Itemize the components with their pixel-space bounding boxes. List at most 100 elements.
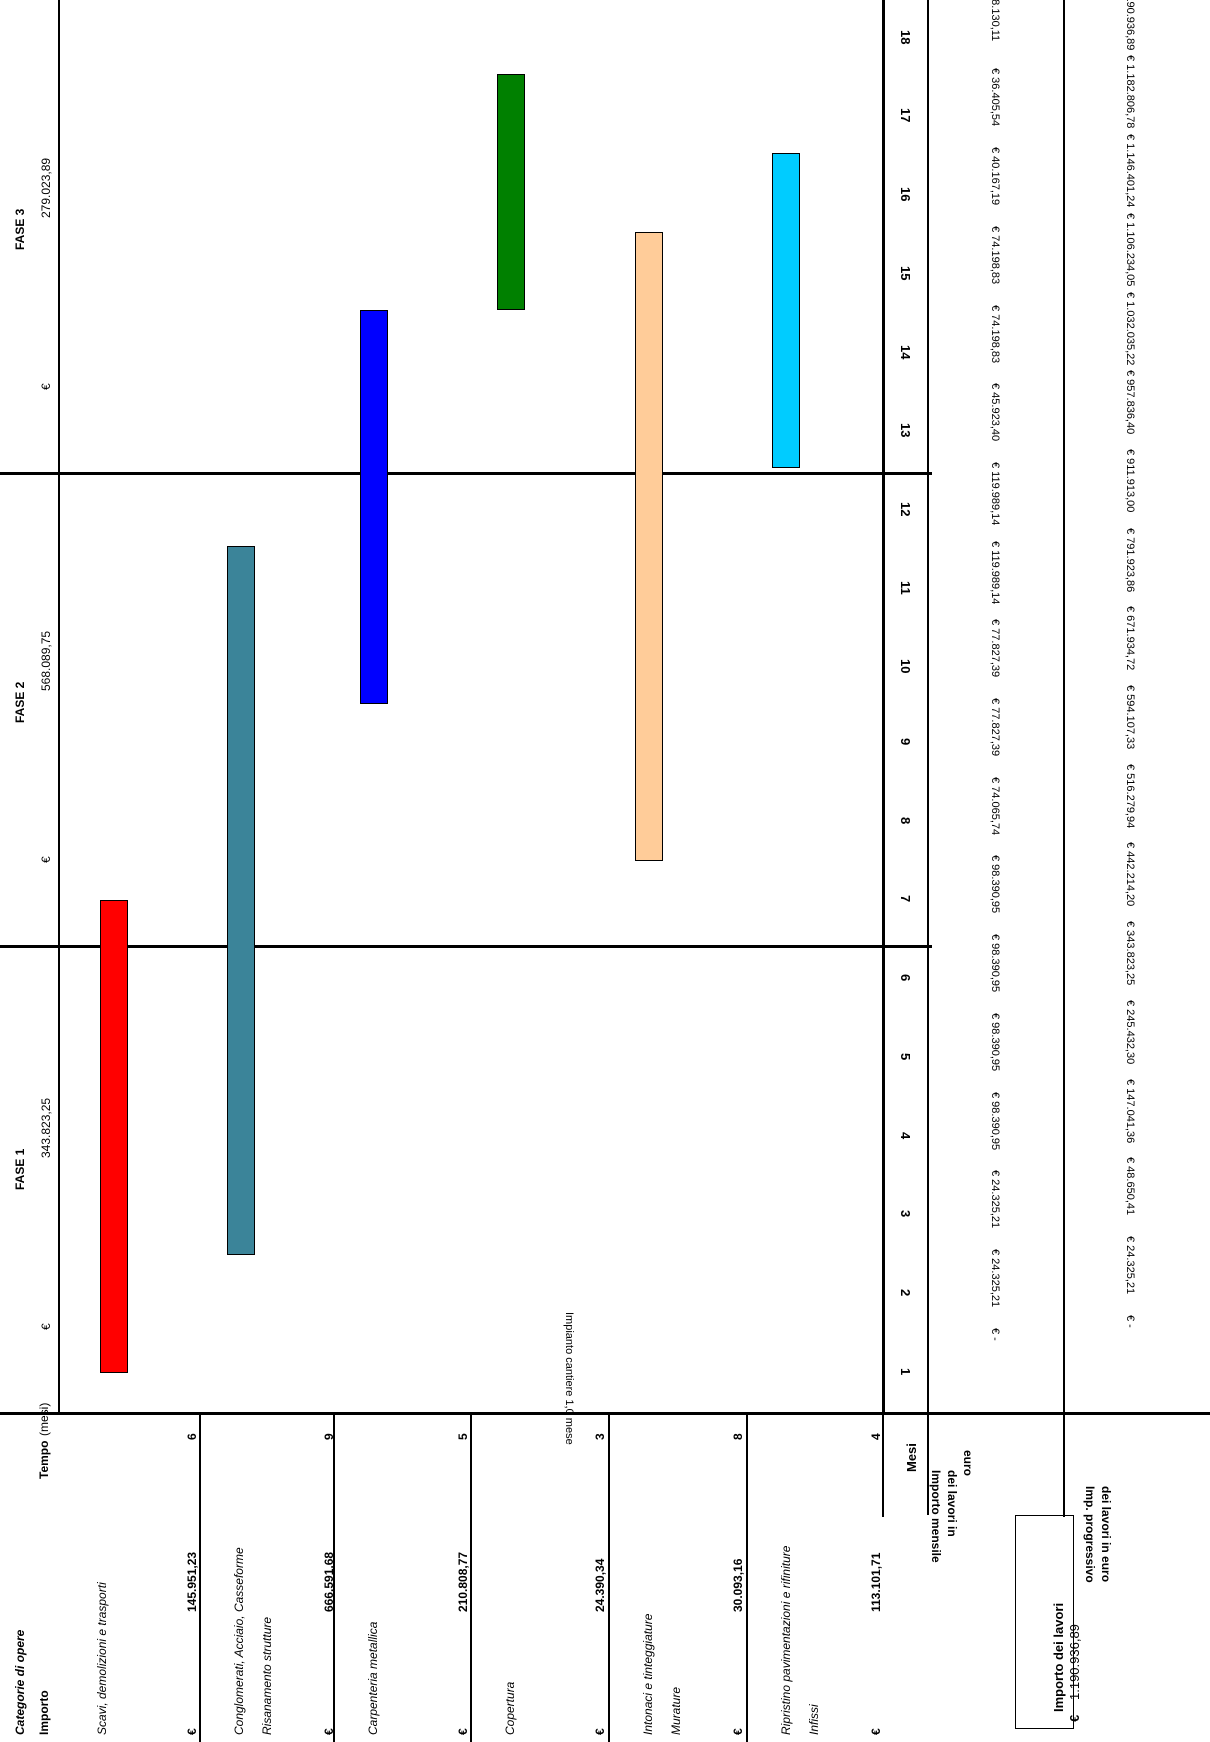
gantt-bar	[635, 231, 663, 862]
month-monthly-amount: € 74.198,83	[989, 225, 1001, 284]
month-number: 11	[898, 580, 913, 595]
month-monthly-amount: € 8.130,11	[989, 0, 1001, 41]
category-currency: €	[322, 1728, 336, 1735]
category-name: Conglomerati, Acciaio, Casseforme	[232, 1547, 246, 1735]
category-months: 4	[869, 1433, 883, 1440]
month-cumulative-amount: € 1.146.401,24	[1124, 134, 1136, 208]
phase-currency: €	[39, 856, 53, 863]
category-months: 9	[322, 1433, 336, 1440]
category-divider-4	[608, 1412, 610, 1742]
category-months: 8	[731, 1433, 745, 1440]
category-divider-5	[746, 1412, 748, 1742]
month-cumulative-amount: € 48.650,41	[1124, 1157, 1136, 1216]
category-sub: Infissi	[807, 1704, 821, 1735]
month-number: 16	[898, 187, 913, 202]
month-monthly-amount: € 77.827,39	[989, 619, 1001, 678]
category-sub: Risanamento strutture	[260, 1616, 274, 1735]
category-amount: 30.093,16	[731, 1558, 745, 1612]
month-monthly-amount: € -	[989, 1327, 1001, 1341]
category-currency: €	[185, 1728, 199, 1735]
month-monthly-amount: € 98.390,95	[989, 1012, 1001, 1071]
total-box-right	[1073, 1515, 1074, 1729]
month-cumulative-amount: € 24.325,21	[1124, 1235, 1136, 1295]
mensile-label-3: euro	[961, 1450, 975, 1477]
category-amount: 24.390,34	[593, 1558, 607, 1612]
month-cumulative-amount: € 671.934,72	[1124, 606, 1136, 671]
total-label: Importo dei lavori	[1051, 1602, 1066, 1712]
month-monthly-amount: € 74.065,74	[989, 776, 1001, 835]
category-months: 5	[456, 1433, 470, 1440]
total-currency: €	[1067, 1714, 1082, 1722]
category-amount: 666.591,68	[322, 1551, 336, 1612]
category-amount: 145.951,23	[185, 1551, 199, 1612]
grid-bottom-line	[0, 1412, 1210, 1415]
month-cumulative-amount: € 147.041,36	[1124, 1078, 1136, 1143]
mensile-column-border	[927, 0, 929, 1515]
phase-amount: 279.023,89	[39, 157, 53, 218]
gantt-bar	[497, 74, 525, 311]
header-categorie: Categorie di opere	[13, 1629, 27, 1735]
phase-currency: €	[39, 383, 53, 390]
month-number: 6	[898, 974, 913, 982]
month-monthly-amount: € 119.989,14	[989, 461, 1001, 526]
progressivo-label-1: Imp. progressivo	[1083, 1486, 1097, 1583]
mesi-label: Mesi	[904, 1443, 919, 1472]
month-number: 9	[898, 738, 913, 746]
category-currency: €	[731, 1728, 745, 1735]
month-cumulative-amount: € -	[1124, 1314, 1136, 1328]
total-box-top	[1015, 1515, 1073, 1516]
category-currency: €	[593, 1728, 607, 1735]
category-name: Intonaci e tinteggiature	[641, 1613, 655, 1735]
months-column-border	[882, 0, 885, 1412]
phase-label: FASE 2	[13, 681, 27, 723]
category-sub: Murature	[669, 1686, 683, 1735]
impianto-note: Impianto cantiere 1,0 mese	[563, 1312, 575, 1445]
progressivo-column-border	[1063, 0, 1065, 1412]
month-number: 1	[898, 1367, 913, 1375]
month-number: 15	[898, 265, 913, 281]
month-number: 3	[898, 1210, 913, 1218]
header-tempo: Tempo	[37, 1440, 51, 1479]
phase-label: FASE 1	[13, 1148, 27, 1190]
month-cumulative-amount: € 911.913,00	[1124, 448, 1136, 513]
month-monthly-amount: € 98.390,95	[989, 1091, 1001, 1150]
category-amount: 113.101,71	[869, 1552, 883, 1612]
month-cumulative-amount: € 442.214,20	[1124, 842, 1136, 907]
mesi-divider	[882, 1412, 884, 1517]
month-monthly-amount: € 98.390,95	[989, 855, 1001, 914]
month-number: 8	[898, 816, 913, 824]
month-monthly-amount: € 36.405,54	[989, 68, 1001, 127]
month-cumulative-amount: € 791.923,86	[1124, 527, 1136, 592]
month-cumulative-amount: € 1.182.806,78	[1124, 55, 1136, 129]
phase-divider-2	[0, 945, 932, 948]
gantt-left-border	[58, 0, 60, 1412]
category-divider-3	[470, 1412, 472, 1742]
mensile-label-1: Importo mensile	[929, 1470, 943, 1563]
month-number: 2	[898, 1288, 913, 1297]
phase-divider-3	[0, 472, 932, 475]
gantt-bar	[772, 152, 800, 468]
phase-currency: €	[39, 1323, 53, 1330]
gantt-bar	[360, 310, 388, 704]
month-cumulative-amount: € 343.823,25	[1124, 921, 1136, 986]
month-cumulative-amount: € 957.836,40	[1124, 370, 1136, 435]
category-divider-1	[199, 1412, 201, 1742]
phase-amount: 343.823,25	[39, 1097, 53, 1158]
month-cumulative-amount: € 245.432,30	[1124, 999, 1136, 1065]
header-importo: Importo	[37, 1690, 51, 1735]
month-monthly-amount: € 98.390,95	[989, 934, 1001, 993]
progressivo-label-2: dei lavori in euro	[1099, 1486, 1113, 1583]
category-divider-2	[333, 1412, 335, 1742]
month-cumulative-amount: € 516.279,94	[1124, 763, 1136, 828]
month-number: 12	[898, 501, 913, 517]
month-cumulative-amount: € 1.190.936,89	[1124, 0, 1136, 51]
month-number: 5	[898, 1052, 913, 1061]
total-box-bottom	[1015, 1728, 1073, 1729]
category-currency: €	[869, 1728, 883, 1735]
month-number: 4	[898, 1131, 913, 1139]
header-tempo-unit: (mesi)	[37, 1402, 51, 1436]
gantt-bar	[227, 546, 255, 1255]
month-cumulative-amount: € 1.032.035,22	[1124, 291, 1136, 365]
phase-label: FASE 3	[13, 208, 27, 250]
month-number: 7	[898, 895, 913, 903]
